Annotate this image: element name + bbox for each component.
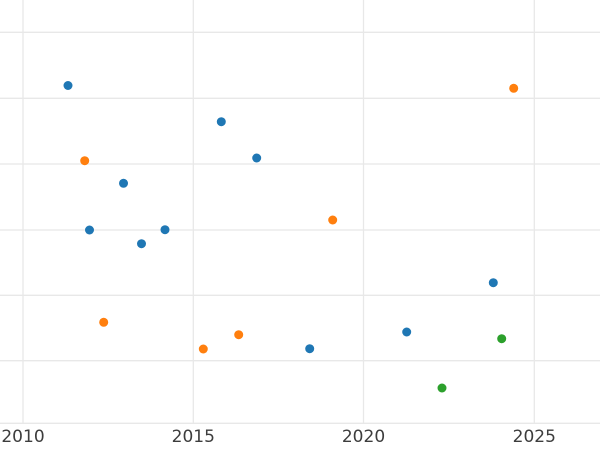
x-tick-label-2015: 2015 [171,427,215,447]
data-point-series-blue [402,327,412,337]
data-point-series-blue [137,239,146,249]
data-point-series-blue [216,117,226,127]
data-point-series-orange [198,344,208,354]
data-point-series-green [497,334,507,344]
data-point-series-orange [99,317,109,327]
data-point-series-blue [252,153,262,163]
x-tick-label-2020: 2020 [341,427,386,447]
data-point-series-blue [85,225,94,235]
data-point-series-blue [63,81,73,90]
data-point-series-blue [160,225,170,235]
data-point-series-orange [234,330,244,340]
data-point-series-blue [488,278,498,288]
data-point-series-blue [305,344,315,354]
data-point-series-blue [119,178,128,188]
data-point-series-orange [80,156,90,166]
x-tick-label-2025: 2025 [512,427,556,447]
data-point-series-orange [509,83,519,93]
data-point-series-green [437,383,447,393]
data-point-series-orange [328,215,338,225]
x-tick-label-2010: 2010 [1,427,45,447]
